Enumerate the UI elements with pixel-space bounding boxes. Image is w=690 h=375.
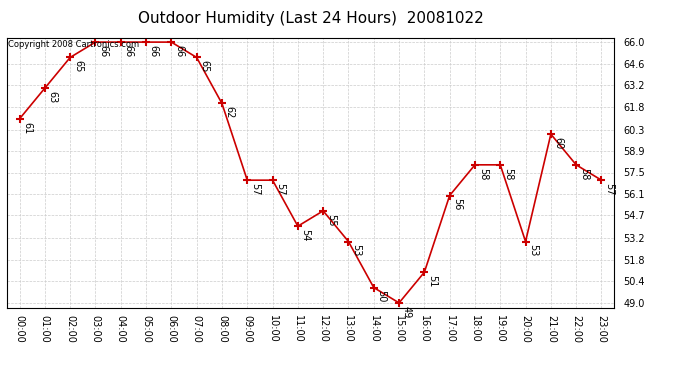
Text: 57: 57 (275, 183, 286, 195)
Text: 57: 57 (604, 183, 614, 195)
Text: 56: 56 (453, 198, 462, 211)
Text: 66: 66 (174, 45, 184, 57)
Text: 61: 61 (22, 122, 32, 134)
Text: 58: 58 (503, 168, 513, 180)
Text: 65: 65 (199, 60, 210, 73)
Text: 66: 66 (98, 45, 108, 57)
Text: 58: 58 (477, 168, 488, 180)
Text: 58: 58 (579, 168, 589, 180)
Text: 53: 53 (529, 244, 538, 256)
Text: 50: 50 (377, 290, 386, 303)
Text: 66: 66 (149, 45, 159, 57)
Text: 60: 60 (553, 137, 564, 149)
Text: 62: 62 (225, 106, 235, 118)
Text: Copyright 2008 Cartronics.com: Copyright 2008 Cartronics.com (8, 40, 139, 49)
Text: 66: 66 (124, 45, 134, 57)
Text: 53: 53 (351, 244, 362, 256)
Text: 65: 65 (73, 60, 83, 73)
Text: 55: 55 (326, 214, 336, 226)
Text: 49: 49 (402, 306, 412, 318)
Text: 63: 63 (48, 91, 58, 103)
Text: 54: 54 (301, 229, 310, 242)
Text: 51: 51 (427, 275, 437, 287)
Text: 57: 57 (250, 183, 260, 195)
Text: Outdoor Humidity (Last 24 Hours)  20081022: Outdoor Humidity (Last 24 Hours) 2008102… (137, 11, 484, 26)
